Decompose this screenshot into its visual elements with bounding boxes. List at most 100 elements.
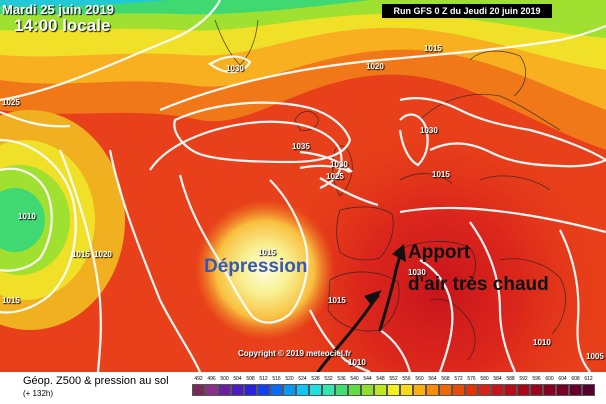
legend-value: 548	[376, 376, 385, 382]
legend-swatch: 520	[283, 376, 296, 398]
legend-value: 556	[402, 376, 411, 382]
legend-value: 572	[454, 376, 463, 382]
legend-value: 528	[311, 376, 320, 382]
legend-swatch: 580	[478, 376, 491, 398]
legend-swatch: 604	[556, 376, 569, 398]
legend-swatch: 576	[465, 376, 478, 398]
weather-map	[0, 0, 606, 372]
isobar-label: 1015	[258, 248, 276, 257]
legend-swatch: 564	[426, 376, 439, 398]
color-legend: 492 496 500 504 508 512 516 520 524 528 532 536 540 5…	[192, 376, 595, 398]
legend-color	[556, 384, 569, 396]
legend-color	[413, 384, 426, 396]
legend-color	[569, 384, 582, 396]
isobar-label: 1030	[408, 268, 426, 277]
legend-value: 532	[324, 376, 333, 382]
legend-color	[309, 384, 322, 396]
legend-swatch: 544	[361, 376, 374, 398]
legend-value: 544	[363, 376, 372, 382]
legend-swatch: 492	[192, 376, 205, 398]
legend-value: 504	[233, 376, 242, 382]
legend-color	[387, 384, 400, 396]
legend-swatch: 608	[569, 376, 582, 398]
legend-swatch: 568	[439, 376, 452, 398]
legend-value: 524	[298, 376, 307, 382]
legend-color	[452, 384, 465, 396]
legend-color	[530, 384, 543, 396]
footer: Géop. Z500 & pression au sol (+ 132h) 49…	[0, 372, 606, 404]
legend-swatch: 560	[413, 376, 426, 398]
legend-value: 536	[337, 376, 346, 382]
isobar-label: 1020	[366, 62, 384, 71]
legend-swatch: 584	[491, 376, 504, 398]
legend-swatch: 504	[231, 376, 244, 398]
legend-swatch: 612	[582, 376, 595, 398]
legend-swatch: 508	[244, 376, 257, 398]
legend-value: 588	[506, 376, 515, 382]
legend-value: 500	[220, 376, 229, 382]
isobar-label: 1010	[18, 212, 36, 221]
isobar-label: 1015	[424, 44, 442, 53]
legend-swatch: 552	[387, 376, 400, 398]
legend-swatch: 556	[400, 376, 413, 398]
legend-swatch: 528	[309, 376, 322, 398]
legend-swatch: 540	[348, 376, 361, 398]
legend-value: 600	[545, 376, 554, 382]
legend-color	[296, 384, 309, 396]
legend-value: 540	[350, 376, 359, 382]
copyright: Copyright © 2019 meteociel.fr	[238, 349, 352, 358]
legend-color	[439, 384, 452, 396]
legend-color	[504, 384, 517, 396]
legend-swatch: 548	[374, 376, 387, 398]
legend-value: 492	[194, 376, 203, 382]
depression-label: Dépression	[204, 256, 308, 277]
isobar-label: 1020	[94, 250, 112, 259]
isobar-label: 1035	[292, 142, 310, 151]
isobar-label: 1010	[533, 338, 551, 347]
isobar-label: 1010	[348, 358, 366, 367]
isobar-label: 1015	[328, 296, 346, 305]
legend-color	[244, 384, 257, 396]
legend-value: 584	[493, 376, 502, 382]
isobar-label: 1030	[226, 64, 244, 73]
warm-air-label-line2: d'air très chaud	[408, 274, 549, 295]
legend-color	[348, 384, 361, 396]
isobar-label: 1015	[2, 296, 20, 305]
legend-color	[517, 384, 530, 396]
legend-swatch: 496	[205, 376, 218, 398]
legend-value: 508	[246, 376, 255, 382]
forecast-lead: (+ 132h)	[23, 389, 54, 398]
legend-value: 596	[532, 376, 541, 382]
legend-swatch: 596	[530, 376, 543, 398]
isobar-label: 1015	[72, 250, 90, 259]
isobar-label: 1025	[2, 98, 20, 107]
legend-color	[465, 384, 478, 396]
legend-color	[270, 384, 283, 396]
legend-value: 592	[519, 376, 528, 382]
legend-color	[257, 384, 270, 396]
legend-value: 516	[272, 376, 281, 382]
legend-color	[491, 384, 504, 396]
legend-color	[283, 384, 296, 396]
legend-color	[192, 384, 205, 396]
run-info: Run GFS 0 Z du Jeudi 20 juin 2019	[382, 4, 552, 18]
legend-swatch: 592	[517, 376, 530, 398]
legend-color	[582, 384, 595, 396]
legend-value: 580	[480, 376, 489, 382]
legend-swatch: 512	[257, 376, 270, 398]
legend-color	[374, 384, 387, 396]
legend-color	[218, 384, 231, 396]
forecast-date: Mardi 25 juin 2019	[2, 2, 114, 17]
legend-swatch: 536	[335, 376, 348, 398]
isobar-label: 1025	[326, 172, 344, 181]
legend-color	[205, 384, 218, 396]
legend-swatch: 532	[322, 376, 335, 398]
legend-value: 564	[428, 376, 437, 382]
legend-value: 512	[259, 376, 268, 382]
legend-value: 520	[285, 376, 294, 382]
legend-color	[426, 384, 439, 396]
legend-color	[478, 384, 491, 396]
isobar-label: 1030	[420, 126, 438, 135]
legend-swatch: 588	[504, 376, 517, 398]
map-canvas	[0, 0, 606, 372]
